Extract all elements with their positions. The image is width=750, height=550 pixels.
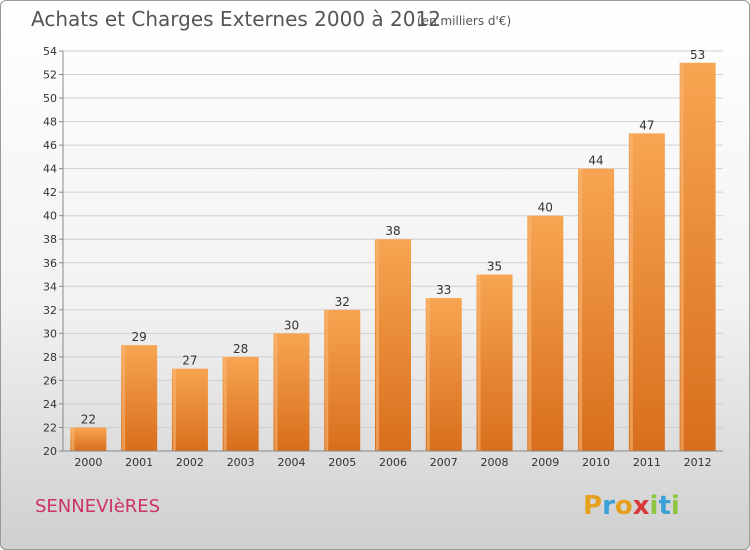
x-tick-label: 2001 [125,456,153,469]
y-tick-label: 50 [43,92,57,105]
chart-title: Achats et Charges Externes 2000 à 2012 [31,7,441,31]
logo-letter: x [632,491,650,521]
bar [222,356,259,451]
y-tick-label: 48 [43,116,57,129]
bar-highlight [122,345,126,451]
bar-highlight [223,356,227,451]
x-tick-label: 2010 [582,456,610,469]
y-tick-label: 26 [43,374,57,387]
bar-value-label: 38 [385,224,400,238]
x-tick-label: 2004 [277,456,305,469]
y-tick-label: 28 [43,351,57,364]
bar-value-label: 33 [436,283,451,297]
logo-letter: i [670,491,680,521]
bar [375,239,411,451]
bar [273,333,310,451]
bar-value-label: 28 [233,342,248,356]
y-tick-label: 40 [43,210,57,223]
y-tick-label: 30 [43,327,57,340]
y-tick-label: 24 [43,398,57,411]
proxiti-logo[interactable]: Proxiti [583,491,680,521]
bar [171,368,208,451]
logo-letter: i [649,491,659,521]
bar-highlight [528,215,532,451]
bar [679,62,716,451]
bar-highlight [274,333,278,451]
y-tick-label: 36 [43,257,57,270]
bar [324,309,361,451]
bar-value-label: 32 [335,295,350,309]
bar-highlight [579,168,583,451]
y-tick-label: 20 [43,445,57,458]
bar-highlight [477,274,481,451]
y-tick-label: 38 [43,233,57,246]
bar [527,215,564,451]
y-axis: 20 22 24 26 28 30 32 34 36 38 40 42 44 46 48 50 52 54 [43,45,64,458]
bar-value-label: 40 [538,201,553,215]
bar-highlight [71,427,75,451]
x-axis: 2000 2001 2002 2003 2004 2005 2006 2007 2008 2009… [63,450,723,469]
bar-highlight [172,368,176,451]
y-tick-label: 34 [43,280,57,293]
bar [425,298,462,451]
logo-letter: r [602,491,615,521]
bar-highlight [376,239,379,451]
bar-highlight [680,62,684,451]
x-tick-label: 2003 [227,456,255,469]
bar-value-label: 44 [588,154,603,168]
x-tick-label: 2000 [74,456,102,469]
x-tick-label: 2007 [430,456,458,469]
bar [70,427,107,451]
bar [121,345,158,451]
bar-value-label: 22 [81,412,96,426]
x-tick-label: 2006 [379,456,407,469]
x-tick-label: 2002 [176,456,204,469]
commune-name: SENNEVIèRES [35,496,161,517]
bar-value-label: 35 [487,260,502,274]
x-tick-label: 2008 [481,456,509,469]
logo-letter: o [614,491,633,521]
logo-letter: P [583,491,603,521]
x-tick-label: 2005 [328,456,356,469]
bar-value-label: 27 [182,354,197,368]
bars: 22 29 27 28 30 32 38 33 35 40 44 47 53 [70,48,716,451]
x-tick-label: 2011 [633,456,661,469]
bar-highlight [426,298,430,451]
bar [476,274,513,451]
y-tick-label: 22 [43,421,57,434]
y-tick-label: 44 [43,163,57,176]
x-tick-label: 2012 [684,456,712,469]
bar-value-label: 30 [284,318,299,332]
bar-highlight [629,133,633,451]
y-tick-label: 54 [43,45,57,58]
x-tick-label: 2009 [531,456,559,469]
bar [578,168,615,451]
bar [628,133,665,451]
bar-value-label: 53 [690,48,705,62]
y-tick-label: 32 [43,304,57,317]
chart-subtitle: (en milliers d'€) [417,14,512,28]
logo-letter: t [658,491,671,521]
bar-highlight [325,309,329,451]
bar-value-label: 47 [639,118,654,132]
bar-value-label: 29 [132,330,147,344]
y-tick-label: 46 [43,139,57,152]
y-tick-label: 42 [43,186,57,199]
y-tick-label: 52 [43,69,57,82]
